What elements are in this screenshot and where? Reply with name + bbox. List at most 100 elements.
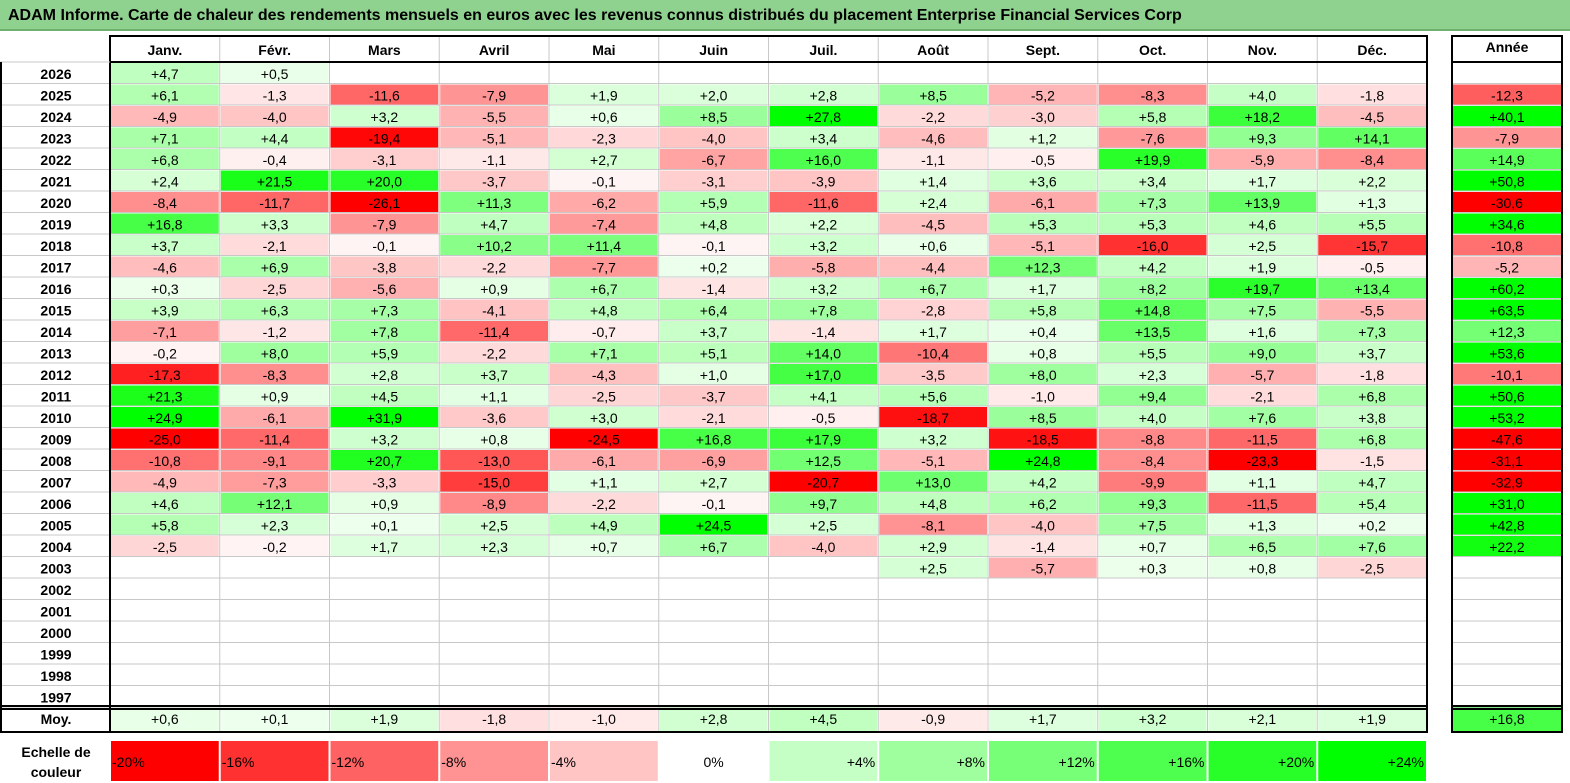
average-cell: [769, 707, 878, 731]
heatmap-cell: [769, 471, 878, 492]
heatmap-cell: [879, 106, 987, 127]
heatmap-cell: [1208, 514, 1317, 535]
cell-value: +7,8: [371, 324, 399, 340]
heatmap-cell: [111, 471, 219, 492]
year-label: 2000: [40, 625, 71, 641]
heatmap-cell: [330, 428, 439, 449]
heatmap-cell: [1208, 192, 1317, 213]
heatmap-cell: [440, 450, 548, 471]
cell-value: +4,8: [700, 216, 728, 232]
heatmap-cell: [1318, 106, 1426, 127]
cell-value: +13,5: [1135, 324, 1171, 340]
cell-value: +1,1: [1249, 474, 1277, 490]
heatmap-cell: [220, 84, 329, 105]
annual-value: +34,6: [1489, 216, 1525, 232]
heatmap-cell: [879, 557, 987, 578]
cell-value: +24,5: [696, 517, 732, 533]
cell-value: -7,1: [153, 324, 177, 340]
heatmap-cell: [220, 127, 329, 148]
cell-value: +7,3: [1139, 195, 1167, 211]
cell-value: +8,5: [700, 109, 728, 125]
heatmap-cell: [769, 385, 878, 406]
heatmap-cell: [879, 127, 987, 148]
heatmap-cell: [659, 192, 768, 213]
year-label: 2021: [40, 173, 71, 189]
cell-value: +1,9: [1249, 259, 1277, 275]
heatmap-cell: [879, 385, 987, 406]
heatmap-cell: [769, 127, 878, 148]
cell-value: +1,6: [1249, 324, 1277, 340]
cell-value: +5,6: [919, 388, 947, 404]
heatmap-cell: [550, 364, 658, 385]
heatmap-cell: [1208, 364, 1317, 385]
heatmap-cell: [111, 407, 219, 428]
cell-value: +0,8: [1249, 560, 1277, 576]
cell-value: -19,4: [368, 130, 400, 146]
heatmap-cell: [220, 170, 329, 191]
heatmap-cell: [330, 278, 439, 299]
cell-value: -5,7: [1250, 367, 1274, 383]
cell-value: -8,4: [153, 195, 177, 211]
heatmap-cell: [1318, 450, 1426, 471]
cell-value: -6,1: [592, 453, 616, 469]
cell-value: -1,3: [263, 87, 287, 103]
cell-value: +6,9: [261, 259, 289, 275]
heatmap-cell: [989, 536, 1097, 557]
month-header: Févr.: [258, 42, 291, 58]
heatmap-cell: [440, 321, 548, 342]
cell-value: +1,1: [590, 474, 618, 490]
cell-value: +31,9: [367, 410, 403, 426]
cell-value: -17,3: [149, 367, 181, 383]
heatmap-cell: [111, 84, 219, 105]
color-scale-label: Echelle de: [21, 744, 90, 760]
cell-value: +2,2: [1358, 173, 1386, 189]
heatmap-cell: [659, 106, 768, 127]
cell-value: +3,2: [919, 431, 947, 447]
annual-cell: [1453, 321, 1561, 342]
cell-value: +4,7: [1358, 474, 1386, 490]
heatmap-cell: [1318, 278, 1426, 299]
cell-value: +5,1: [700, 345, 728, 361]
heatmap-cell: [220, 493, 329, 514]
cell-value: -3,7: [482, 173, 506, 189]
heatmap-cell: [1318, 493, 1426, 514]
cell-value: +1,7: [1029, 281, 1057, 297]
heatmap-cell: [989, 514, 1097, 535]
cell-value: -5,8: [811, 259, 835, 275]
cell-value: -2,5: [1360, 560, 1384, 576]
heatmap-cell: [220, 364, 329, 385]
cell-value: -1,0: [1031, 388, 1055, 404]
heatmap-cell: [440, 299, 548, 320]
heatmap-cell: [111, 235, 219, 256]
annual-cell: [1453, 428, 1561, 449]
cell-value: -5,1: [921, 453, 945, 469]
cell-value: -11,4: [259, 431, 290, 447]
heatmap-cell: [659, 278, 768, 299]
heatmap-cell: [220, 256, 329, 277]
color-scale-swatch: [440, 741, 548, 781]
cell-value: -4,6: [153, 259, 177, 275]
cell-value: +9,4: [1139, 388, 1167, 404]
cell-value: -4,5: [921, 216, 945, 232]
cell-value: -11,5: [1247, 431, 1278, 447]
color-scale-swatch: [659, 741, 768, 781]
heatmap-cell: [440, 256, 548, 277]
cell-value: +8,5: [919, 87, 947, 103]
cell-value: -3,0: [1031, 109, 1055, 125]
heatmap-cell: [440, 235, 548, 256]
heatmap-cell: [1098, 149, 1207, 170]
average-value: -1,0: [592, 711, 616, 727]
heatmap-cell: [550, 149, 658, 170]
average-cell: [1098, 707, 1207, 731]
heatmap-cell: [1098, 213, 1207, 234]
heatmap-cell: [1318, 299, 1426, 320]
heatmap-cell: [1098, 84, 1207, 105]
year-label: 1997: [40, 689, 71, 705]
color-scale-value: +16%: [1168, 754, 1204, 770]
year-label: 2003: [40, 560, 71, 576]
year-label: 2023: [40, 130, 71, 146]
cell-value: -2,1: [263, 238, 287, 254]
cell-value: -11,6: [808, 195, 839, 211]
annual-value: -30,6: [1491, 195, 1523, 211]
heatmap-cell: [1318, 471, 1426, 492]
